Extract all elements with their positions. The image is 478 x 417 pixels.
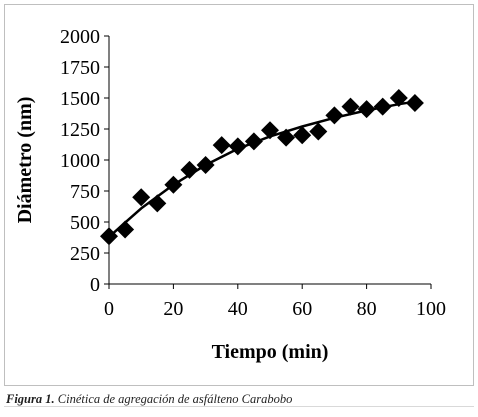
data-point — [228, 137, 247, 156]
data-point — [277, 128, 296, 147]
axis-labels: Tiempo (min) Diámetro (nm) — [14, 97, 328, 363]
data-point — [164, 175, 183, 194]
data-point — [180, 160, 199, 179]
y-tick-label: 2000 — [60, 26, 100, 48]
data-point — [309, 122, 328, 141]
y-tick-label: 0 — [90, 274, 100, 296]
y-tick-label: 250 — [70, 243, 100, 265]
caption-text: Cinética de agregación de asfálteno Cara… — [54, 392, 293, 406]
x-tick-label: 60 — [292, 298, 312, 320]
y-tick-label: 1000 — [60, 150, 100, 172]
data-point — [389, 89, 408, 107]
data-point — [293, 126, 312, 145]
data-point — [325, 106, 344, 125]
data-point — [357, 100, 376, 119]
x-tick-label: 0 — [104, 298, 114, 320]
figure-caption: Figura 1. Cinética de agregación de asfá… — [6, 392, 292, 407]
x-tick-label: 80 — [357, 298, 377, 320]
data-points — [100, 89, 424, 246]
data-point — [212, 136, 231, 155]
x-tick-label: 100 — [416, 298, 446, 320]
data-point — [405, 93, 424, 112]
data-point — [244, 132, 263, 151]
y-tick-label: 1250 — [60, 119, 100, 141]
scatter-chart: 0 250 500 750 1000 1250 1500 1750 2000 0 20 40 60 80 1… — [14, 26, 446, 363]
trendline — [107, 100, 417, 239]
chart-frame: 0 250 500 750 1000 1250 1500 1750 2000 0 20 40 60 80 1… — [4, 4, 474, 386]
y-tick-label: 1750 — [60, 57, 100, 79]
y-tick-label: 500 — [70, 212, 100, 234]
y-tick-label: 750 — [70, 181, 100, 203]
data-point — [100, 227, 118, 246]
data-point — [132, 188, 151, 207]
trendline-group — [107, 100, 417, 239]
data-point — [196, 155, 215, 174]
data-point — [261, 121, 279, 140]
x-tick-label: 40 — [228, 298, 248, 320]
y-tick-label: 1500 — [60, 88, 100, 110]
axes: 0 250 500 750 1000 1250 1500 1750 2000 0 20 40 60 80 1… — [60, 26, 446, 320]
data-point — [373, 97, 392, 116]
y-axis-title: Diámetro (nm) — [14, 97, 36, 224]
caption-label: Figura 1. — [6, 392, 55, 406]
data-point — [148, 194, 167, 213]
x-tick-label: 20 — [163, 298, 183, 320]
data-point — [341, 97, 360, 116]
x-axis-title: Tiempo (min) — [212, 341, 329, 363]
caption-divider — [4, 406, 474, 407]
data-point — [116, 220, 135, 239]
